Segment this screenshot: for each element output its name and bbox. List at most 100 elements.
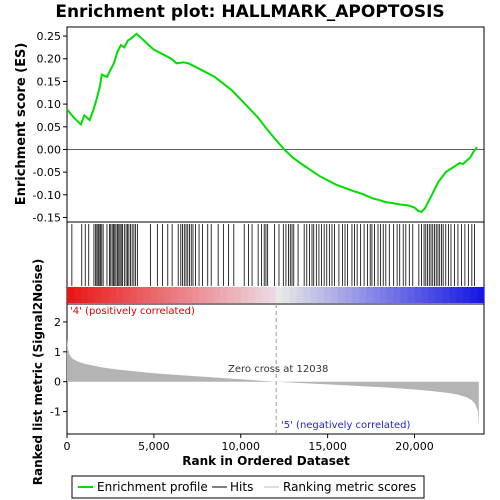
rank-y-tick-label: 0 [54, 376, 61, 389]
heat-band-cell [219, 287, 228, 303]
legend: Enrichment profile Hits Ranking metric s… [71, 475, 425, 499]
hits-panel [66, 221, 485, 305]
heat-band-cell [247, 287, 256, 303]
heat-band-cell [157, 287, 165, 303]
heat-band-cell [199, 287, 207, 303]
heat-band-cell [233, 287, 242, 303]
legend-ranking-label: Ranking metric scores [283, 480, 416, 494]
heat-band-cell [87, 287, 96, 303]
heat-band-cell [226, 287, 235, 303]
rank-x-tick-label: 0 [64, 440, 71, 453]
rank-y-tick-label: -1 [50, 406, 61, 419]
heat-band-cell [261, 287, 270, 303]
rank-y-ticks: 2 1 0 -1 [50, 316, 67, 419]
heat-band-cell [171, 287, 179, 303]
rank-x-tick-label: 10,000 [222, 440, 261, 453]
heat-band-cell [192, 287, 200, 303]
rank-x-tick-label: 20,000 [395, 440, 434, 453]
heat-band-cell [289, 287, 297, 303]
heat-band-cell [80, 287, 89, 303]
heat-band-cell [303, 287, 311, 303]
heat-band-cell [456, 287, 464, 303]
es-ylabel: Enrichment score (ES) [14, 43, 29, 206]
heat-band-cell [393, 287, 402, 303]
ranking-heat-band [67, 287, 485, 303]
es-y-tick-label: 0.10 [37, 98, 62, 111]
enrichment-profile-line [66, 32, 478, 214]
heat-band-cell [435, 287, 443, 303]
es-panel: 0.250.200.150.100.050.00-0.05-0.10-0.15 … [14, 26, 485, 224]
heat-band-cell [442, 287, 450, 303]
legend-hits-label: Hits [230, 480, 253, 494]
heat-band-cell [143, 287, 151, 303]
es-y-tick-label: -0.10 [33, 189, 61, 202]
heat-band-cell [345, 287, 353, 303]
rank-x-tick-label: 15,000 [308, 440, 347, 453]
heat-band-cell [379, 287, 388, 303]
rank-xlabel: Rank in Ordered Dataset [182, 454, 350, 468]
heat-band-cell [317, 287, 325, 303]
heat-band-cell [414, 287, 423, 303]
legend-frame [71, 475, 425, 499]
heat-band-cell [470, 287, 478, 303]
rank-panel-frame [66, 303, 485, 435]
rank-panel: 2 1 0 -1 0 5,000 10,000 15,000 20,000 '4' (posi… [31, 259, 485, 486]
heat-band-cell [407, 287, 416, 303]
heat-band-cell [67, 287, 75, 303]
es-y-tick-label: 0.20 [37, 53, 62, 66]
positive-correlation-label: '4' (positively correlated) [70, 306, 195, 317]
heat-band-cell [310, 287, 318, 303]
es-y-tick-label: -0.15 [33, 211, 61, 224]
heat-band-cell [275, 287, 284, 303]
chart-title: Enrichment plot: HALLMARK_APOPTOSIS [55, 2, 444, 22]
heat-band-cell [282, 287, 290, 303]
heat-band-cell [372, 287, 381, 303]
heat-band-cell [296, 287, 304, 303]
heat-band-cell [268, 287, 277, 303]
heat-band-cell [178, 287, 186, 303]
heat-band-cell [150, 287, 158, 303]
es-y-ticks: 0.25 0.20 0.15 0.10 0.05 0.00 -0.05 -0.10 -0.15 [33, 30, 67, 224]
es-y-tick-label: 0.00 [37, 143, 62, 156]
es-y-tick-label: 0.05 [37, 121, 62, 134]
heat-band-cell [212, 287, 221, 303]
heat-band-cell [365, 287, 374, 303]
heat-band-cell [122, 287, 131, 303]
heat-band-cell [115, 287, 124, 303]
rank-x-tick-label: 5,000 [138, 440, 170, 453]
heat-band-cell [358, 287, 367, 303]
heat-band-cell [254, 287, 263, 303]
heat-band-cell [351, 287, 360, 303]
heat-band-cell [477, 287, 485, 303]
es-y-tick-label: 0.25 [37, 30, 62, 43]
heat-band-cell [421, 287, 429, 303]
heat-band-cell [206, 287, 214, 303]
es-y-tick-label: 0.15 [37, 75, 62, 88]
heat-band-cell [73, 287, 82, 303]
heat-band-cell [463, 287, 471, 303]
rank-ylabel: Ranked list metric (Signal2Noise) [31, 259, 45, 486]
zero-cross-label: Zero cross at 12038 [228, 364, 328, 375]
heat-band-cell [94, 287, 103, 303]
heat-band-cell [101, 287, 110, 303]
heat-band-cell [428, 287, 436, 303]
heat-band-cell [136, 287, 145, 303]
es-panel-frame [66, 26, 485, 223]
heat-band-cell [338, 287, 346, 303]
heat-band-cell [331, 287, 339, 303]
rank-y-tick-label: 2 [54, 316, 61, 329]
es-y-tick-label: -0.05 [33, 166, 61, 179]
heat-band-cell [386, 287, 395, 303]
heat-band-cell [449, 287, 457, 303]
rank-y-tick-label: 1 [54, 346, 61, 359]
heat-band-cell [108, 287, 117, 303]
heat-band-cell [164, 287, 172, 303]
negative-correlation-label: '5' (negatively correlated) [281, 420, 410, 431]
heat-band-cell [324, 287, 332, 303]
ranking-metric-area [67, 338, 479, 427]
heat-band-cell [129, 287, 138, 303]
heat-band-cell [185, 287, 193, 303]
hit-lines [71, 224, 475, 286]
legend-enrichment-label: Enrichment profile [97, 480, 208, 494]
